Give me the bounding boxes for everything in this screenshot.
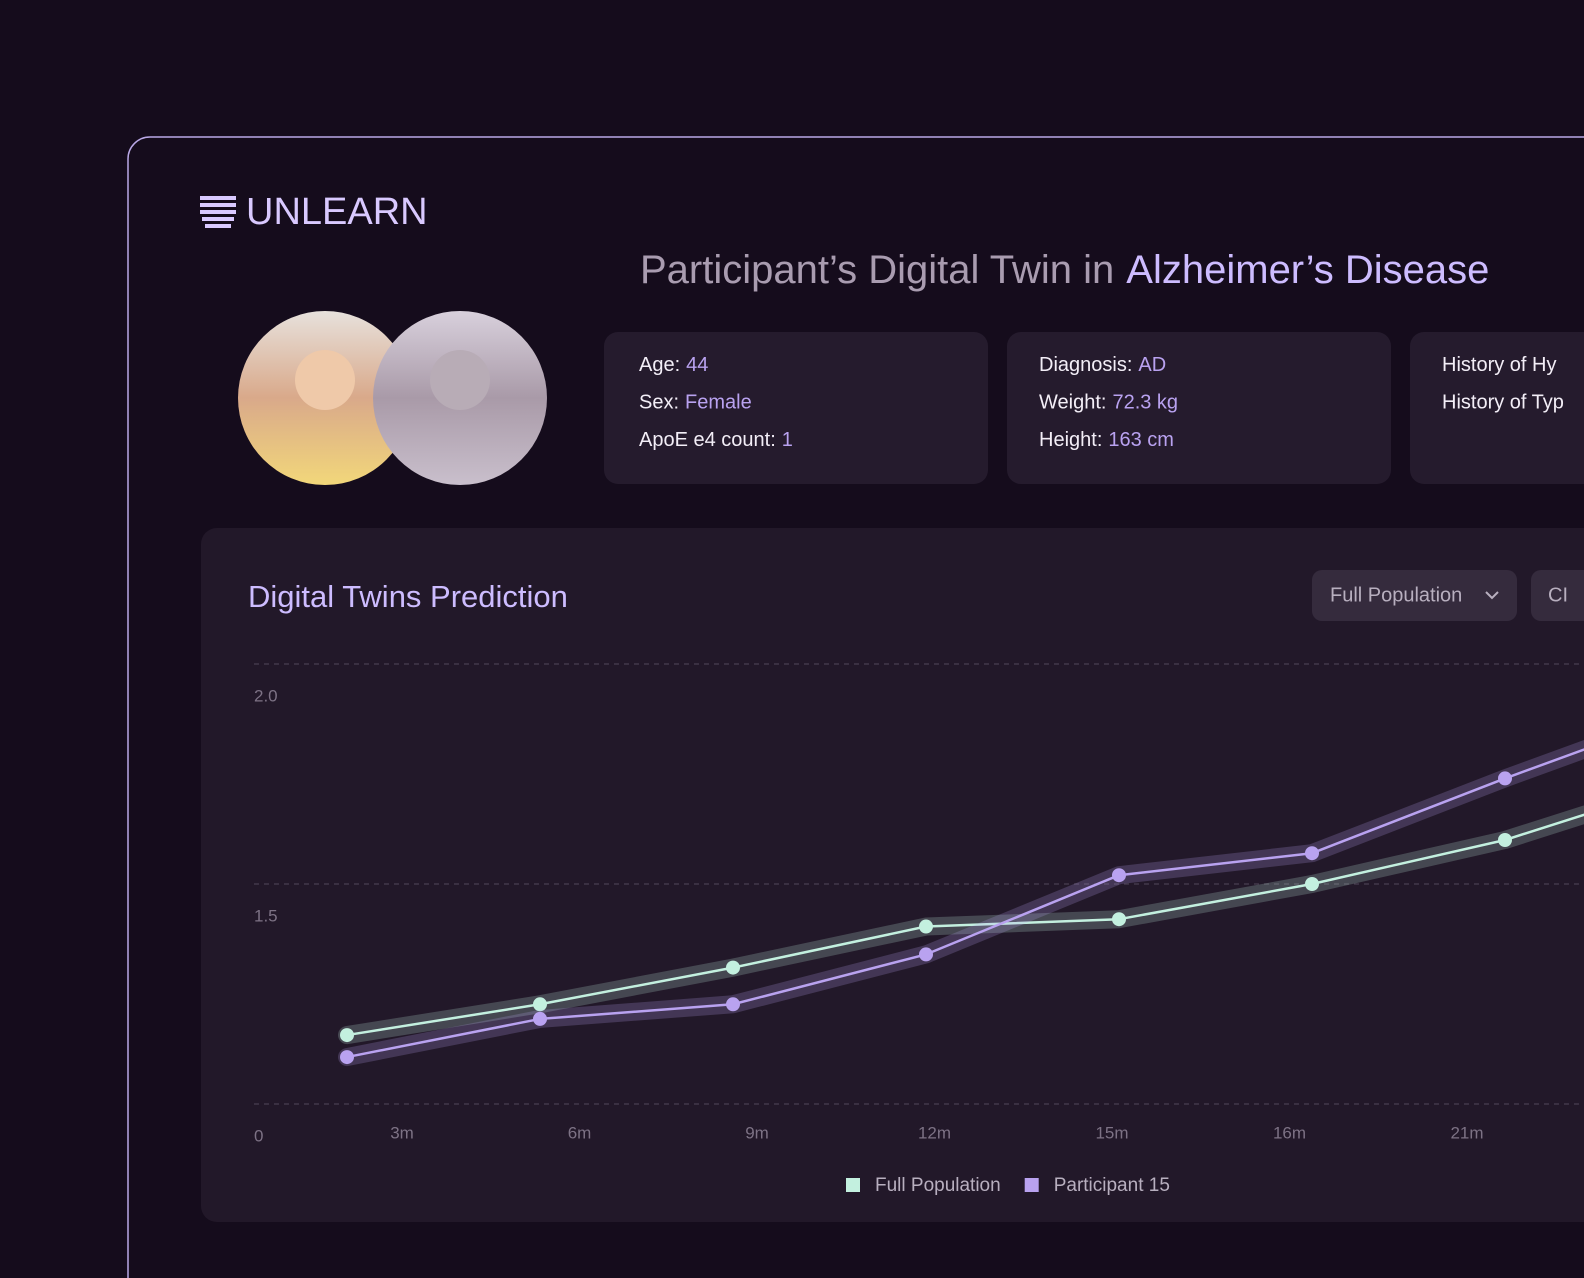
face xyxy=(430,350,490,410)
row-value: 72.3 kg xyxy=(1112,392,1178,414)
data-point xyxy=(340,1050,354,1065)
legend-label: Participant 15 xyxy=(1054,1175,1170,1196)
y-tick-label: 0 xyxy=(254,1126,263,1145)
series-line xyxy=(346,813,1584,1037)
legend-swatch xyxy=(1024,1178,1039,1192)
row-label: ApoE e4 count: xyxy=(639,429,776,451)
row-value: 163 cm xyxy=(1108,429,1174,451)
row-label: History of Hy xyxy=(1442,354,1556,376)
data-point xyxy=(533,1011,547,1026)
y-tick-label: 2.0 xyxy=(254,686,278,705)
data-point xyxy=(1498,833,1512,847)
info-row: ApoE e4 count: 1 xyxy=(639,429,793,451)
data-point xyxy=(919,919,933,934)
info-row: Diagnosis: AD xyxy=(1039,354,1166,376)
data-point xyxy=(340,1028,354,1043)
x-tick-label: 21m xyxy=(1450,1123,1483,1142)
data-point xyxy=(726,997,740,1012)
legend-label: Full Population xyxy=(875,1175,1001,1196)
dropdown-label: Full Population xyxy=(1330,584,1462,606)
row-value: 44 xyxy=(686,354,708,376)
info-row: Weight: 72.3 kg xyxy=(1039,392,1178,414)
logo: UNLEARN xyxy=(246,191,428,233)
row-value: Female xyxy=(685,392,752,414)
page-title: Participant’s Digital Twin in Alzheimer’s… xyxy=(640,248,1489,292)
info-row: History of Hy xyxy=(1442,354,1556,376)
x-tick-label: 15m xyxy=(1095,1123,1128,1142)
x-tick-label: 16m xyxy=(1273,1123,1306,1142)
y-tick-label: 1.5 xyxy=(254,906,278,925)
title-highlight: Alzheimer’s Disease xyxy=(1126,248,1489,292)
data-point xyxy=(533,997,547,1012)
data-point xyxy=(726,960,740,975)
x-tick-label: 9m xyxy=(745,1123,769,1142)
row-label: Weight: xyxy=(1039,392,1106,414)
info-row: Height: 163 cm xyxy=(1039,429,1174,451)
chart-panel xyxy=(201,528,1584,1222)
row-label: Age: xyxy=(639,354,680,376)
row-value: 1 xyxy=(782,429,793,451)
info-row: History of Typ xyxy=(1442,392,1564,414)
logo-icon xyxy=(200,196,236,228)
x-tick-label: 12m xyxy=(918,1123,951,1142)
data-point xyxy=(1112,912,1126,927)
chart-title: Digital Twins Prediction xyxy=(248,579,568,614)
info-card xyxy=(1007,332,1391,484)
info-row: Sex: Female xyxy=(639,392,752,414)
x-tick-label: 6m xyxy=(568,1123,592,1142)
row-label: Sex: xyxy=(639,392,679,414)
population-dropdown[interactable] xyxy=(1312,570,1517,621)
chevron xyxy=(1485,591,1499,600)
data-point xyxy=(1305,846,1319,861)
button-label: CI xyxy=(1548,584,1568,606)
row-label: Height: xyxy=(1039,429,1102,451)
interval-button[interactable] xyxy=(1531,570,1584,621)
data-point xyxy=(919,947,933,962)
data-point xyxy=(1498,771,1512,786)
info-row: Age: 44 xyxy=(639,354,708,376)
face xyxy=(295,350,355,410)
data-point xyxy=(1305,877,1319,891)
row-label: Diagnosis: xyxy=(1039,354,1132,376)
data-point xyxy=(1112,868,1126,883)
x-tick-label: 3m xyxy=(390,1123,414,1142)
title-text: Participant’s Digital Twin in xyxy=(640,248,1114,292)
info-card xyxy=(1410,332,1584,484)
info-card xyxy=(604,332,988,484)
legend-swatch xyxy=(846,1178,860,1192)
row-value: AD xyxy=(1138,354,1166,376)
series-line xyxy=(346,748,1584,1059)
row-label: History of Typ xyxy=(1442,392,1564,414)
